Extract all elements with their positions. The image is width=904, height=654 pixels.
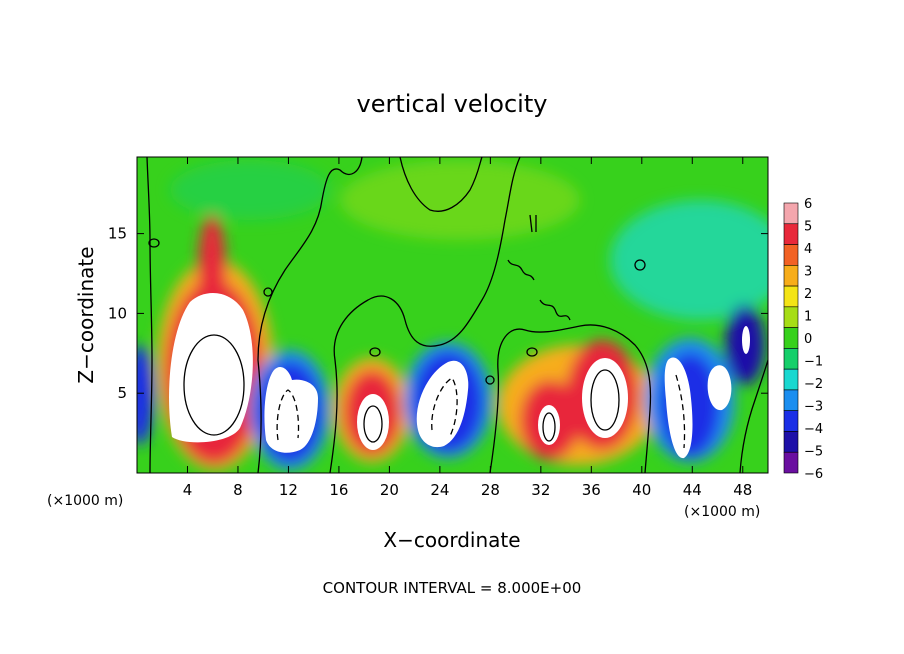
contour-dot-4 — [485, 375, 495, 385]
x-tick-label: 8 — [233, 481, 243, 499]
contour-dot-5 — [526, 347, 538, 357]
x-unit-right: (×1000 m) — [684, 504, 760, 520]
x-tick-label: 28 — [481, 481, 500, 499]
colorbar-swatch — [783, 348, 799, 370]
zero-contour-right-mid — [489, 324, 652, 473]
contour-dot-6 — [634, 259, 646, 271]
colorbar-label: 2 — [804, 287, 812, 302]
chart-title: vertical velocity — [357, 90, 548, 118]
colorbar-label: −3 — [804, 400, 823, 415]
zero-contour-mid — [257, 157, 363, 473]
upper-left-green-region — [170, 160, 330, 220]
y-tick-label: 5 — [117, 384, 127, 402]
down1-white-core — [264, 367, 318, 453]
down4-white-core — [707, 365, 732, 411]
plume1-inner-contour — [183, 334, 245, 436]
x-tick-label: 48 — [733, 481, 752, 499]
down5-white-core — [742, 326, 750, 354]
colorbar-label: −6 — [804, 467, 823, 482]
x-axis-label: X−coordinate — [383, 528, 520, 552]
zero-contour-center — [329, 157, 521, 473]
up2-white-core — [357, 394, 389, 450]
x-axis: 4 8 12 16 20 24 28 32 36 40 44 48 — [183, 157, 752, 499]
x-unit-left: (×1000 m) — [47, 493, 123, 509]
y-tick-label: 15 — [108, 225, 127, 243]
contour-lines — [146, 157, 768, 473]
plot-frame — [136, 156, 769, 474]
down3-dashed-contour — [675, 374, 686, 449]
plume1-white-core — [169, 292, 253, 443]
colorbar-label: 0 — [804, 332, 812, 347]
down3-white-core — [664, 357, 693, 459]
colorbar-swatch — [783, 223, 799, 245]
up4-inner-contour — [590, 369, 620, 431]
colorbar-swatch — [783, 202, 799, 225]
upper-light-green-region — [340, 160, 580, 240]
colorbar-swatch — [783, 285, 799, 308]
up3-white-core — [538, 405, 560, 445]
plot-area — [136, 156, 769, 474]
zero-contour-left — [146, 157, 153, 473]
contour-wiggle-3 — [539, 299, 571, 321]
colorbar-swatch — [783, 431, 799, 453]
colorbar-swatch — [783, 327, 799, 349]
upper-cyan-region — [610, 200, 768, 320]
colorbar-label: −1 — [804, 355, 823, 370]
colorbar-swatch — [783, 244, 799, 266]
colorbar: 6 5 4 3 2 1 0 −1 −2 −3 −4 −5 −6 — [783, 197, 823, 482]
colorbar-label: 6 — [804, 197, 812, 212]
colorbar-label: −5 — [804, 445, 823, 460]
colorbar-swatch — [783, 451, 799, 474]
colorbar-swatch — [783, 368, 799, 391]
x-tick-label: 20 — [380, 481, 399, 499]
colorbar-label: 3 — [804, 265, 812, 280]
colorbar-label: 1 — [804, 310, 812, 325]
colorbar-label: 4 — [804, 242, 812, 257]
x-tick-label: 16 — [329, 481, 348, 499]
y-tick-label: 10 — [108, 304, 127, 322]
up2-inner-contour — [363, 405, 383, 443]
x-tick-label: 32 — [531, 481, 550, 499]
zero-contour-right — [739, 359, 768, 473]
x-tick-label: 4 — [183, 481, 193, 499]
white-cores — [169, 292, 750, 459]
contour-dot-1 — [148, 238, 160, 248]
down2-white-core — [416, 360, 469, 448]
down1-dashed-contour — [276, 389, 300, 441]
down2-dashed-contour — [431, 377, 458, 437]
edge-left-down — [137, 345, 154, 445]
y-axis-label: Z−coordinate — [74, 246, 98, 383]
colorbar-label: −4 — [804, 422, 823, 437]
contour-interval-note: CONTOUR INTERVAL = 8.000E+00 — [323, 579, 582, 597]
contour-wiggle-2 — [529, 214, 537, 233]
x-tick-label: 44 — [683, 481, 702, 499]
zero-contour-top — [399, 157, 483, 212]
x-tick-label: 24 — [430, 481, 449, 499]
x-tick-label: 12 — [279, 481, 298, 499]
contour-dot-2 — [263, 287, 273, 297]
colorbar-swatch — [783, 389, 799, 411]
colorbar-label: 5 — [804, 220, 812, 235]
colorbar-swatch — [783, 410, 799, 432]
x-tick-label: 36 — [582, 481, 601, 499]
y-axis: 5 10 15 — [108, 225, 768, 402]
x-tick-label: 40 — [632, 481, 651, 499]
contour-wiggle-1 — [507, 259, 535, 281]
up3-inner-contour — [542, 412, 556, 442]
contour-dot-3 — [369, 347, 381, 357]
colorbar-swatch — [783, 306, 799, 328]
colorbar-swatch — [783, 265, 799, 287]
colorbar-label: −2 — [804, 377, 823, 392]
